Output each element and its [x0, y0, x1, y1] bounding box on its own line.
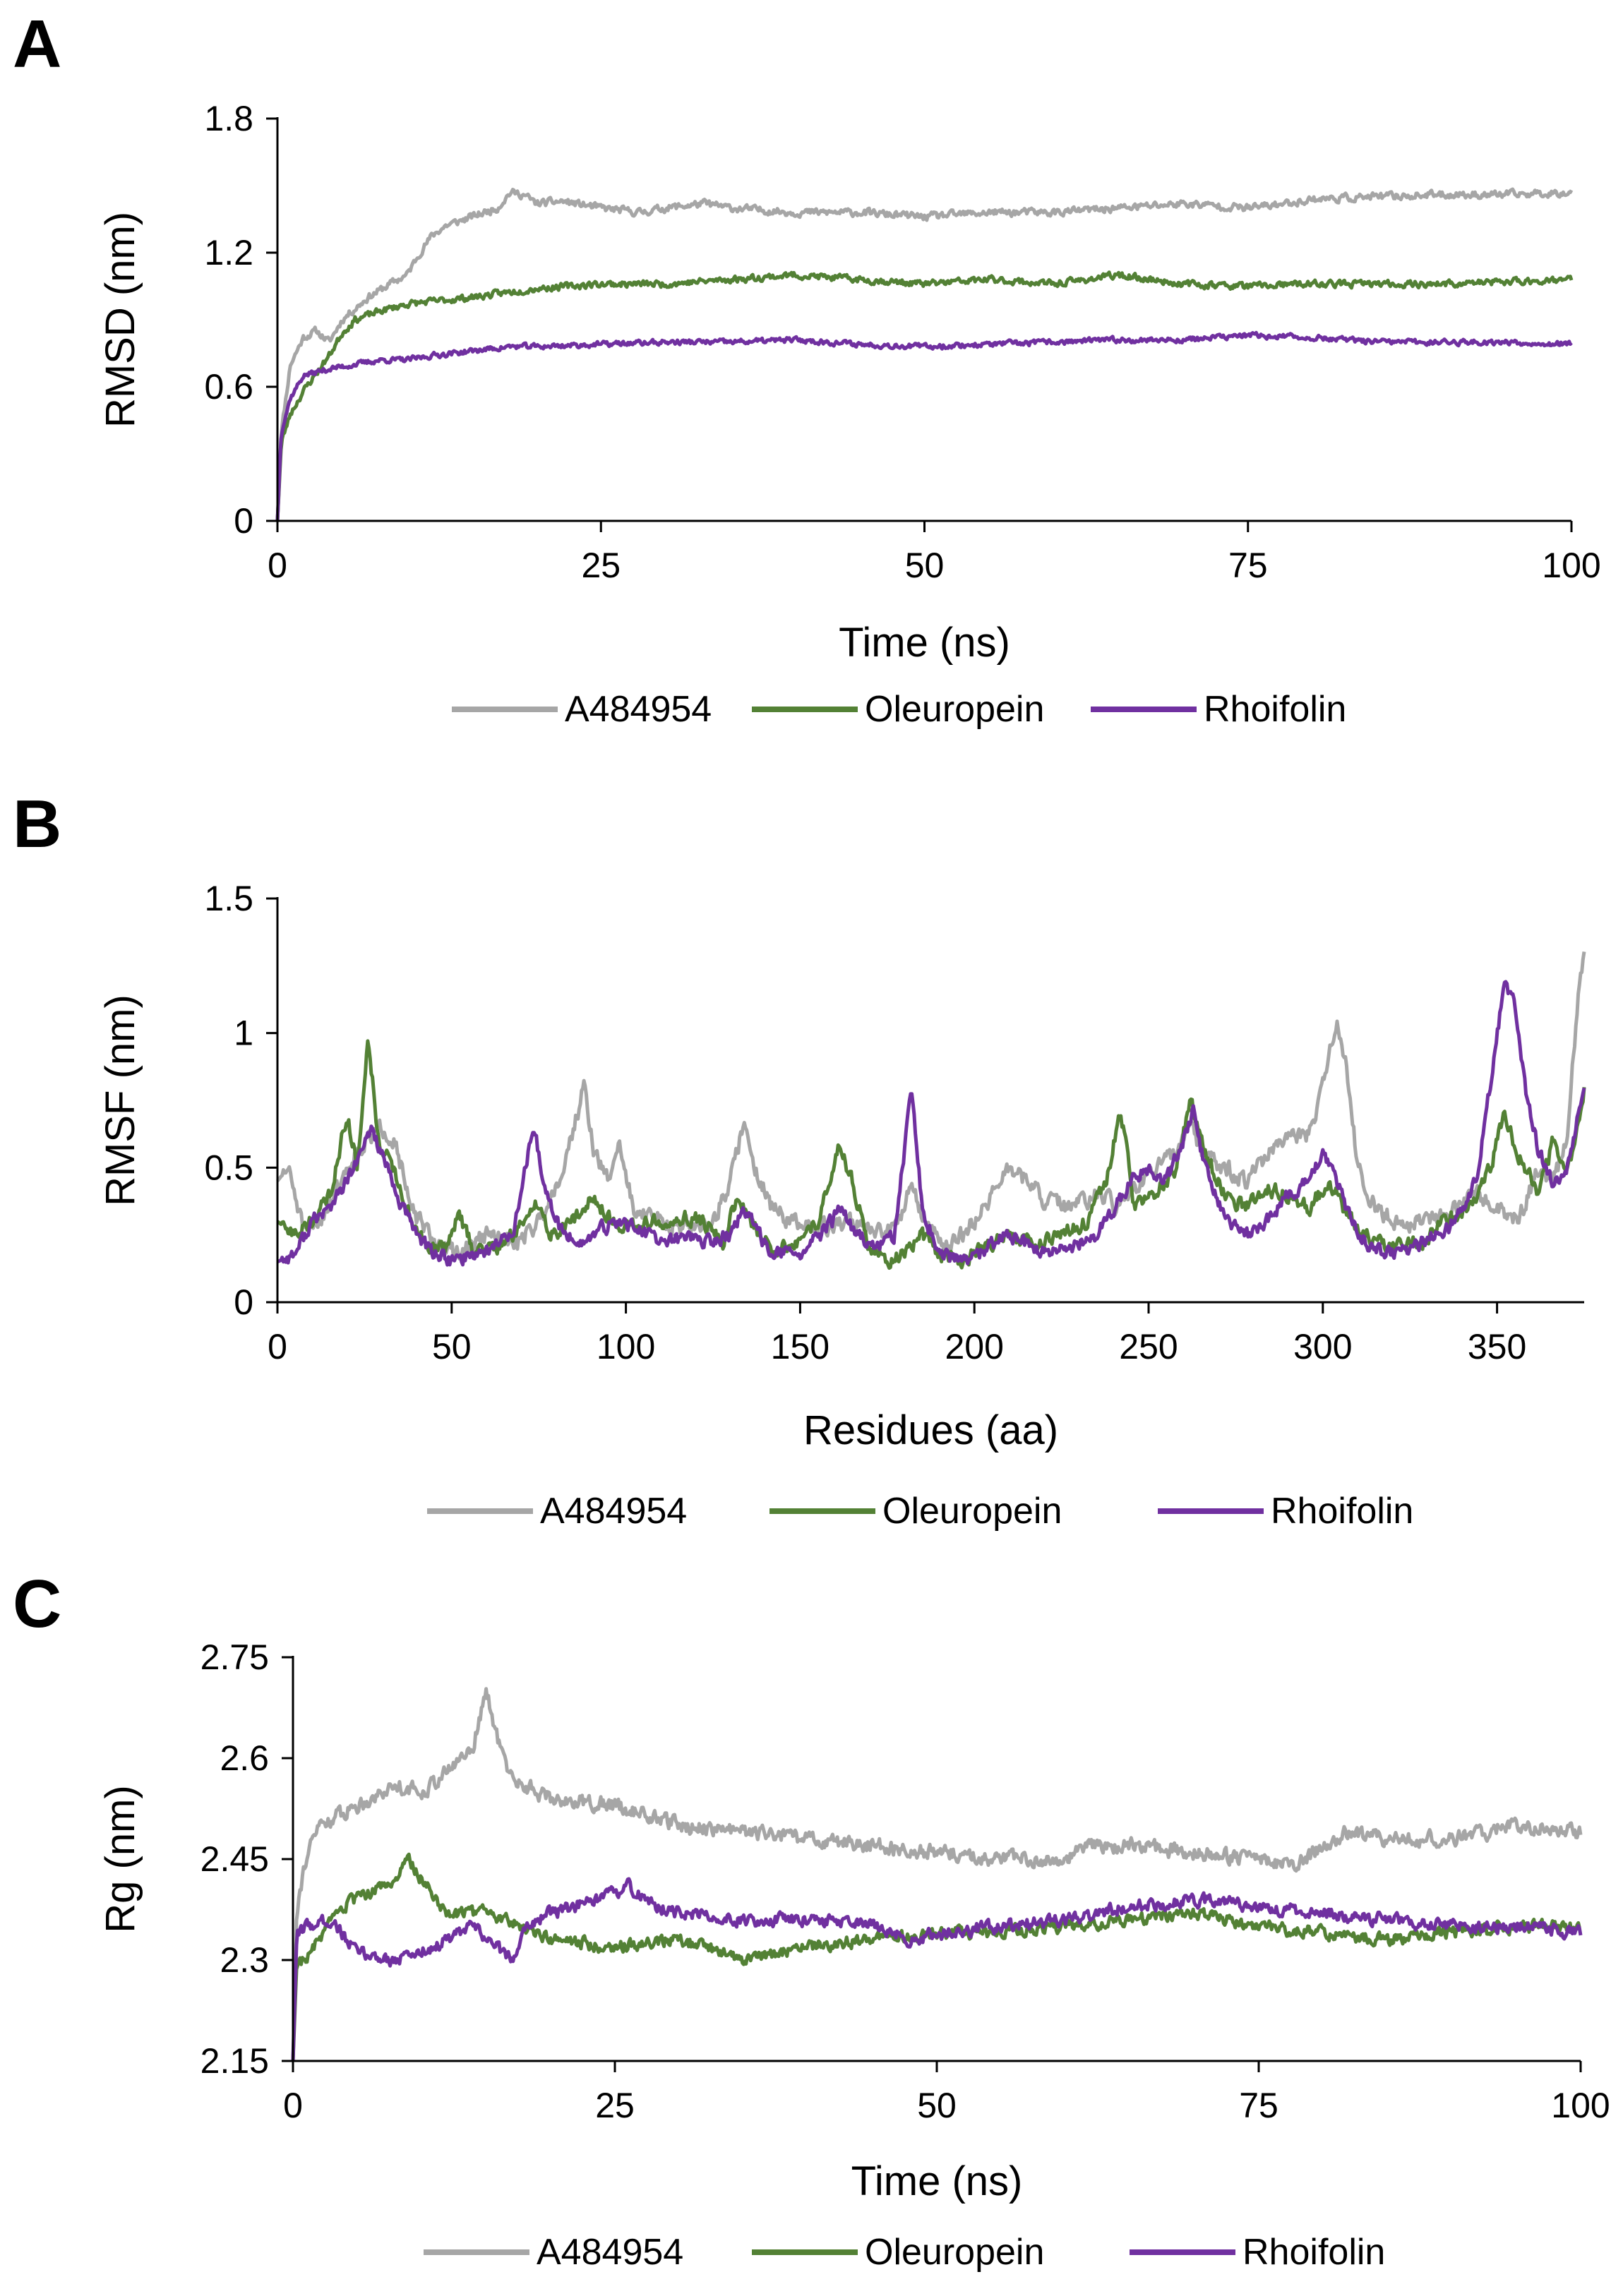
- x-tick-label: 25: [581, 546, 621, 585]
- x-tick-label: 75: [1228, 546, 1268, 585]
- x-tick-label: 50: [432, 1327, 472, 1366]
- legend-label-oleuropein: Oleuropein: [865, 689, 1044, 730]
- x-axis-title: Time (ns): [851, 2158, 1023, 2204]
- panel-a: A 0 0.6 1.2 1.8 0 25 50 75 100 Time (ns) RMSD (nm) A…: [13, 6, 1601, 730]
- x-tick-label: 150: [771, 1327, 830, 1366]
- y-axis-title: RMSD (nm): [97, 212, 143, 428]
- y-tick-label: 0.5: [204, 1148, 253, 1187]
- x-tick-label: 0: [268, 1327, 287, 1366]
- legend: A484954 Oleuropein Rhoifolin: [452, 689, 1346, 730]
- series-lines: [276, 951, 1586, 1270]
- x-tick-label: 50: [917, 2086, 957, 2125]
- x-tick-label: 100: [1551, 2086, 1610, 2125]
- y-tick-label: 0: [234, 1282, 253, 1322]
- y-axis-title: RMSF (nm): [97, 994, 143, 1206]
- x-tick-label: 350: [1468, 1327, 1526, 1366]
- y-tick-label: 2.15: [200, 2041, 269, 2081]
- legend-label-oleuropein: Oleuropein: [865, 2232, 1044, 2273]
- series-line-a484954: [276, 951, 1586, 1261]
- x-tick-label: 25: [595, 2086, 635, 2125]
- y-tick-label: 2.45: [200, 1839, 269, 1879]
- panel-letter-b: B: [13, 786, 61, 862]
- legend: A484954 Oleuropein Rhoifolin: [424, 2232, 1385, 2273]
- x-tick-label: 75: [1239, 2086, 1278, 2125]
- y-tick-label: 2.75: [200, 1637, 269, 1677]
- series-lines: [291, 1687, 1583, 2062]
- legend-label-rhoifolin: Rhoifolin: [1242, 2232, 1385, 2273]
- legend-label-rhoifolin: Rhoifolin: [1271, 1491, 1413, 1532]
- x-tick-label: 50: [905, 546, 945, 585]
- x-axis-title: Time (ns): [839, 620, 1010, 666]
- x-axis-title: Residues (aa): [803, 1407, 1058, 1453]
- y-tick-label: 2.3: [220, 1940, 269, 1980]
- series-line-a484954: [291, 1687, 1583, 2062]
- series-line-a484954: [275, 187, 1574, 522]
- x-tick-label: 250: [1119, 1327, 1178, 1366]
- series-line-rhoifolin: [291, 1877, 1583, 2062]
- legend-label-a484954: A484954: [540, 1491, 687, 1532]
- x-tick-label: 100: [597, 1327, 655, 1366]
- y-tick-label: 1.5: [204, 879, 253, 918]
- y-tick-label: 2.6: [220, 1738, 269, 1778]
- series-line-oleuropein: [275, 270, 1574, 522]
- x-tick-label: 0: [268, 546, 287, 585]
- legend-label-rhoifolin: Rhoifolin: [1204, 689, 1346, 730]
- series-line-oleuropein: [291, 1852, 1581, 2062]
- panel-c: C 2.15 2.3 2.45 2.6 2.75 0 25 50 75 100 Time (ns) Rg…: [13, 1566, 1610, 2273]
- x-tick-label: 200: [945, 1327, 1003, 1366]
- panel-letter-c: C: [13, 1566, 61, 1642]
- y-axis-title: Rg (nm): [97, 1785, 143, 1933]
- panel-letter-a: A: [13, 6, 61, 82]
- y-tick-label: 0.6: [204, 367, 253, 407]
- series-line-rhoifolin: [275, 330, 1573, 522]
- legend-label-oleuropein: Oleuropein: [882, 1491, 1062, 1532]
- series-line-rhoifolin: [276, 980, 1586, 1267]
- series-lines: [275, 187, 1574, 522]
- x-tick-label: 0: [283, 2086, 303, 2125]
- x-tick-label: 100: [1542, 546, 1600, 585]
- legend: A484954 Oleuropein Rhoifolin: [427, 1491, 1413, 1532]
- y-tick-label: 1: [234, 1014, 253, 1053]
- y-tick-label: 1.2: [204, 233, 253, 272]
- legend-label-a484954: A484954: [537, 2232, 683, 2273]
- y-tick-label: 0: [234, 501, 253, 541]
- x-tick-label: 300: [1293, 1327, 1352, 1366]
- legend-label-a484954: A484954: [565, 689, 712, 730]
- y-tick-label: 1.8: [204, 99, 253, 138]
- panel-b: B 0 0.5 1 1.5 0 50 100 150 200 250 300 350 Residues (…: [13, 786, 1586, 1532]
